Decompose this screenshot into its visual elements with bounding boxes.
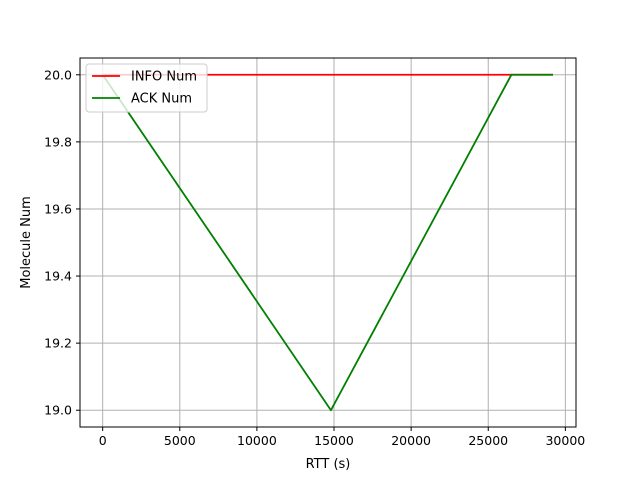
x-tick-label: 0: [99, 433, 107, 448]
x-tick-label: 20000: [391, 433, 431, 448]
x-tick-label: 5000: [164, 433, 196, 448]
series-line-ack-num: [101, 73, 554, 412]
grid-lines: [80, 58, 576, 427]
x-tick-label: 10000: [237, 433, 277, 448]
y-tick-label: 20.0: [44, 67, 72, 82]
legend: INFO Num ACK Num: [85, 63, 208, 113]
y-axis-title: Molecule Num: [19, 196, 34, 289]
x-axis-title: RTT (s): [306, 457, 351, 472]
y-tick-label: 19.8: [44, 134, 72, 149]
legend-label: ACK Num: [131, 92, 192, 107]
y-tick-label: 19.0: [44, 403, 72, 418]
legend-label: INFO Num: [131, 70, 197, 85]
x-tick-label: 15000: [314, 433, 354, 448]
y-tick-label: 19.4: [44, 269, 72, 284]
y-tick-label: 19.6: [44, 201, 72, 216]
axis-ticks: 0 5000 10000 15000 20000 25000 30000 19.0 19.2 19…: [44, 67, 585, 448]
y-tick-label: 19.2: [44, 336, 72, 351]
x-tick-label: 30000: [545, 433, 585, 448]
x-tick-label: 25000: [468, 433, 508, 448]
plot-area-frame: [79, 57, 577, 428]
